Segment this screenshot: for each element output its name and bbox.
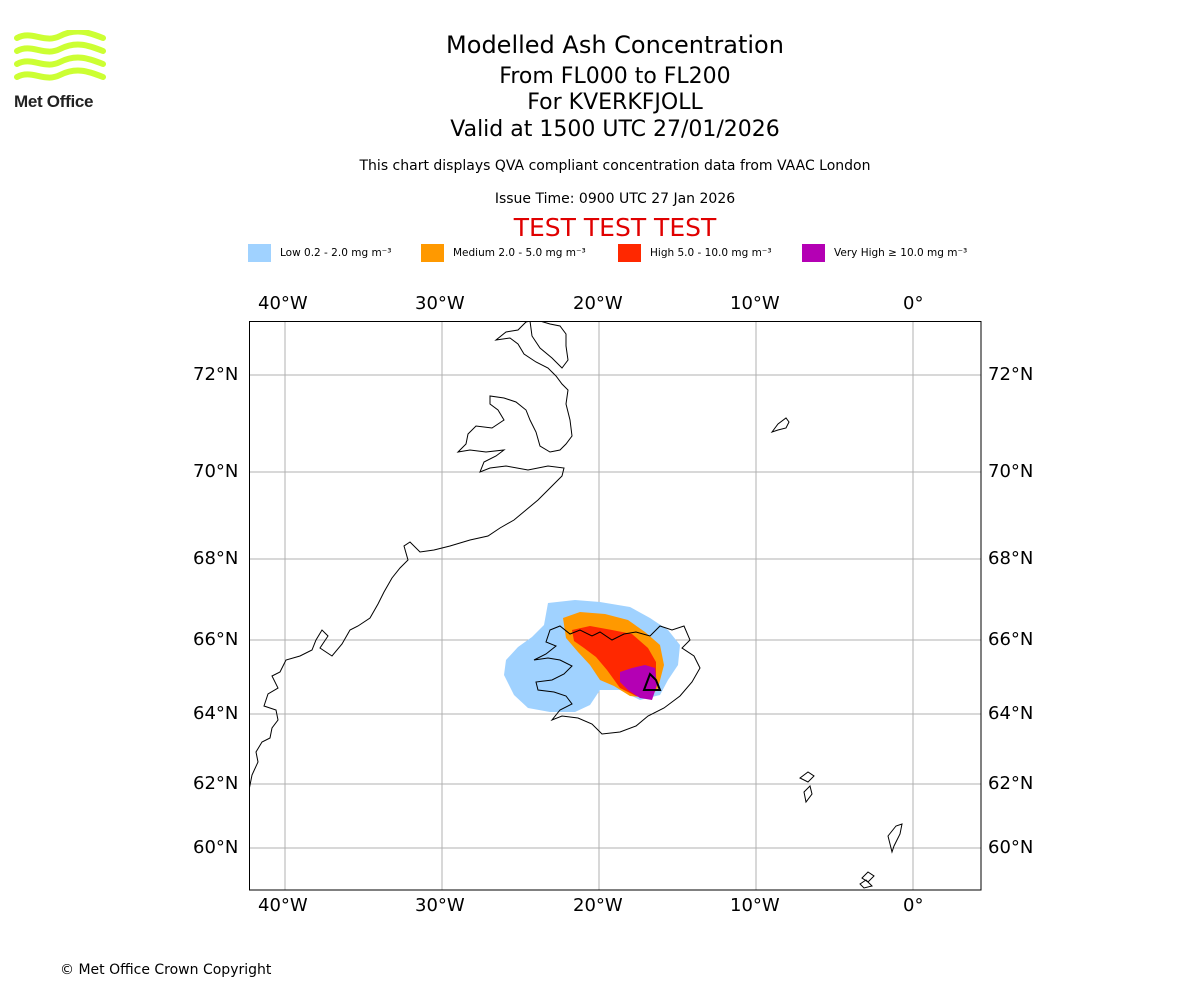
lat-tick-right-64n: 64°N: [988, 703, 1034, 724]
lat-tick-left-62n: 62°N: [193, 773, 239, 794]
legend-swatch-high: [618, 244, 641, 262]
lat-tick-right-60n: 60°N: [988, 837, 1034, 858]
lat-tick-left-66n: 66°N: [193, 629, 239, 650]
issue-time: Issue Time: 0900 UTC 27 Jan 2026: [494, 191, 736, 207]
lat-tick-left-60n: 60°N: [193, 837, 239, 858]
legend-swatch-medium: [421, 244, 444, 262]
lat-tick-left-68n: 68°N: [193, 548, 239, 569]
lon-tick-top-0: 0°: [903, 293, 924, 314]
legend-label-low: Low 0.2 - 2.0 mg m⁻³: [280, 247, 392, 259]
legend-item-high: High 5.0 - 10.0 mg m⁻³: [618, 244, 772, 262]
legend-swatch-low: [248, 244, 271, 262]
lon-tick-bottom-0: 0°: [903, 895, 924, 916]
lon-tick-bottom-30w: 30°W: [415, 895, 465, 916]
lat-tick-left-70n: 70°N: [193, 461, 239, 482]
lat-tick-right-70n: 70°N: [988, 461, 1034, 482]
legend-swatch-very-high: [802, 244, 825, 262]
lon-tick-bottom-40w: 40°W: [258, 895, 308, 916]
lat-tick-right-72n: 72°N: [988, 364, 1034, 385]
legend-item-low: Low 0.2 - 2.0 mg m⁻³: [248, 244, 391, 262]
lon-tick-top-30w: 30°W: [415, 293, 465, 314]
chart-title: Modelled Ash Concentration: [446, 31, 784, 59]
map-panel: [249, 321, 982, 891]
lon-tick-top-40w: 40°W: [258, 293, 308, 314]
valid-time: Valid at 1500 UTC 27/01/2026: [450, 117, 780, 142]
met-office-logo-icon: [14, 30, 106, 81]
lat-tick-right-62n: 62°N: [988, 773, 1034, 794]
legend-label-high: High 5.0 - 10.0 mg m⁻³: [650, 247, 772, 259]
test-banner: TEST TEST TEST: [513, 213, 717, 242]
copyright: © Met Office Crown Copyright: [60, 962, 272, 978]
lat-tick-right-68n: 68°N: [988, 548, 1034, 569]
logo-text: Met Office: [14, 92, 94, 111]
legend-item-very-high: Very High ≥ 10.0 mg m⁻³: [802, 244, 967, 262]
lon-tick-top-10w: 10°W: [730, 293, 780, 314]
lat-tick-left-72n: 72°N: [193, 364, 239, 385]
chart-description: This chart displays QVA compliant concen…: [359, 158, 871, 174]
volcano-marker-icon: [642, 672, 662, 691]
lon-tick-bottom-10w: 10°W: [730, 895, 780, 916]
coastlines: [249, 321, 903, 889]
lat-tick-left-64n: 64°N: [193, 703, 239, 724]
legend-label-medium: Medium 2.0 - 5.0 mg m⁻³: [453, 247, 586, 259]
lon-tick-top-20w: 20°W: [573, 293, 623, 314]
ash-area-very-high: [620, 665, 657, 700]
volcano-name: For KVERKFJOLL: [527, 90, 703, 115]
lon-tick-bottom-20w: 20°W: [573, 895, 623, 916]
legend-label-very-high: Very High ≥ 10.0 mg m⁻³: [834, 247, 968, 259]
lat-tick-right-66n: 66°N: [988, 629, 1034, 650]
graticule: [249, 321, 981, 890]
flight-level-range: From FL000 to FL200: [499, 64, 731, 89]
legend-item-medium: Medium 2.0 - 5.0 mg m⁻³: [421, 244, 586, 262]
